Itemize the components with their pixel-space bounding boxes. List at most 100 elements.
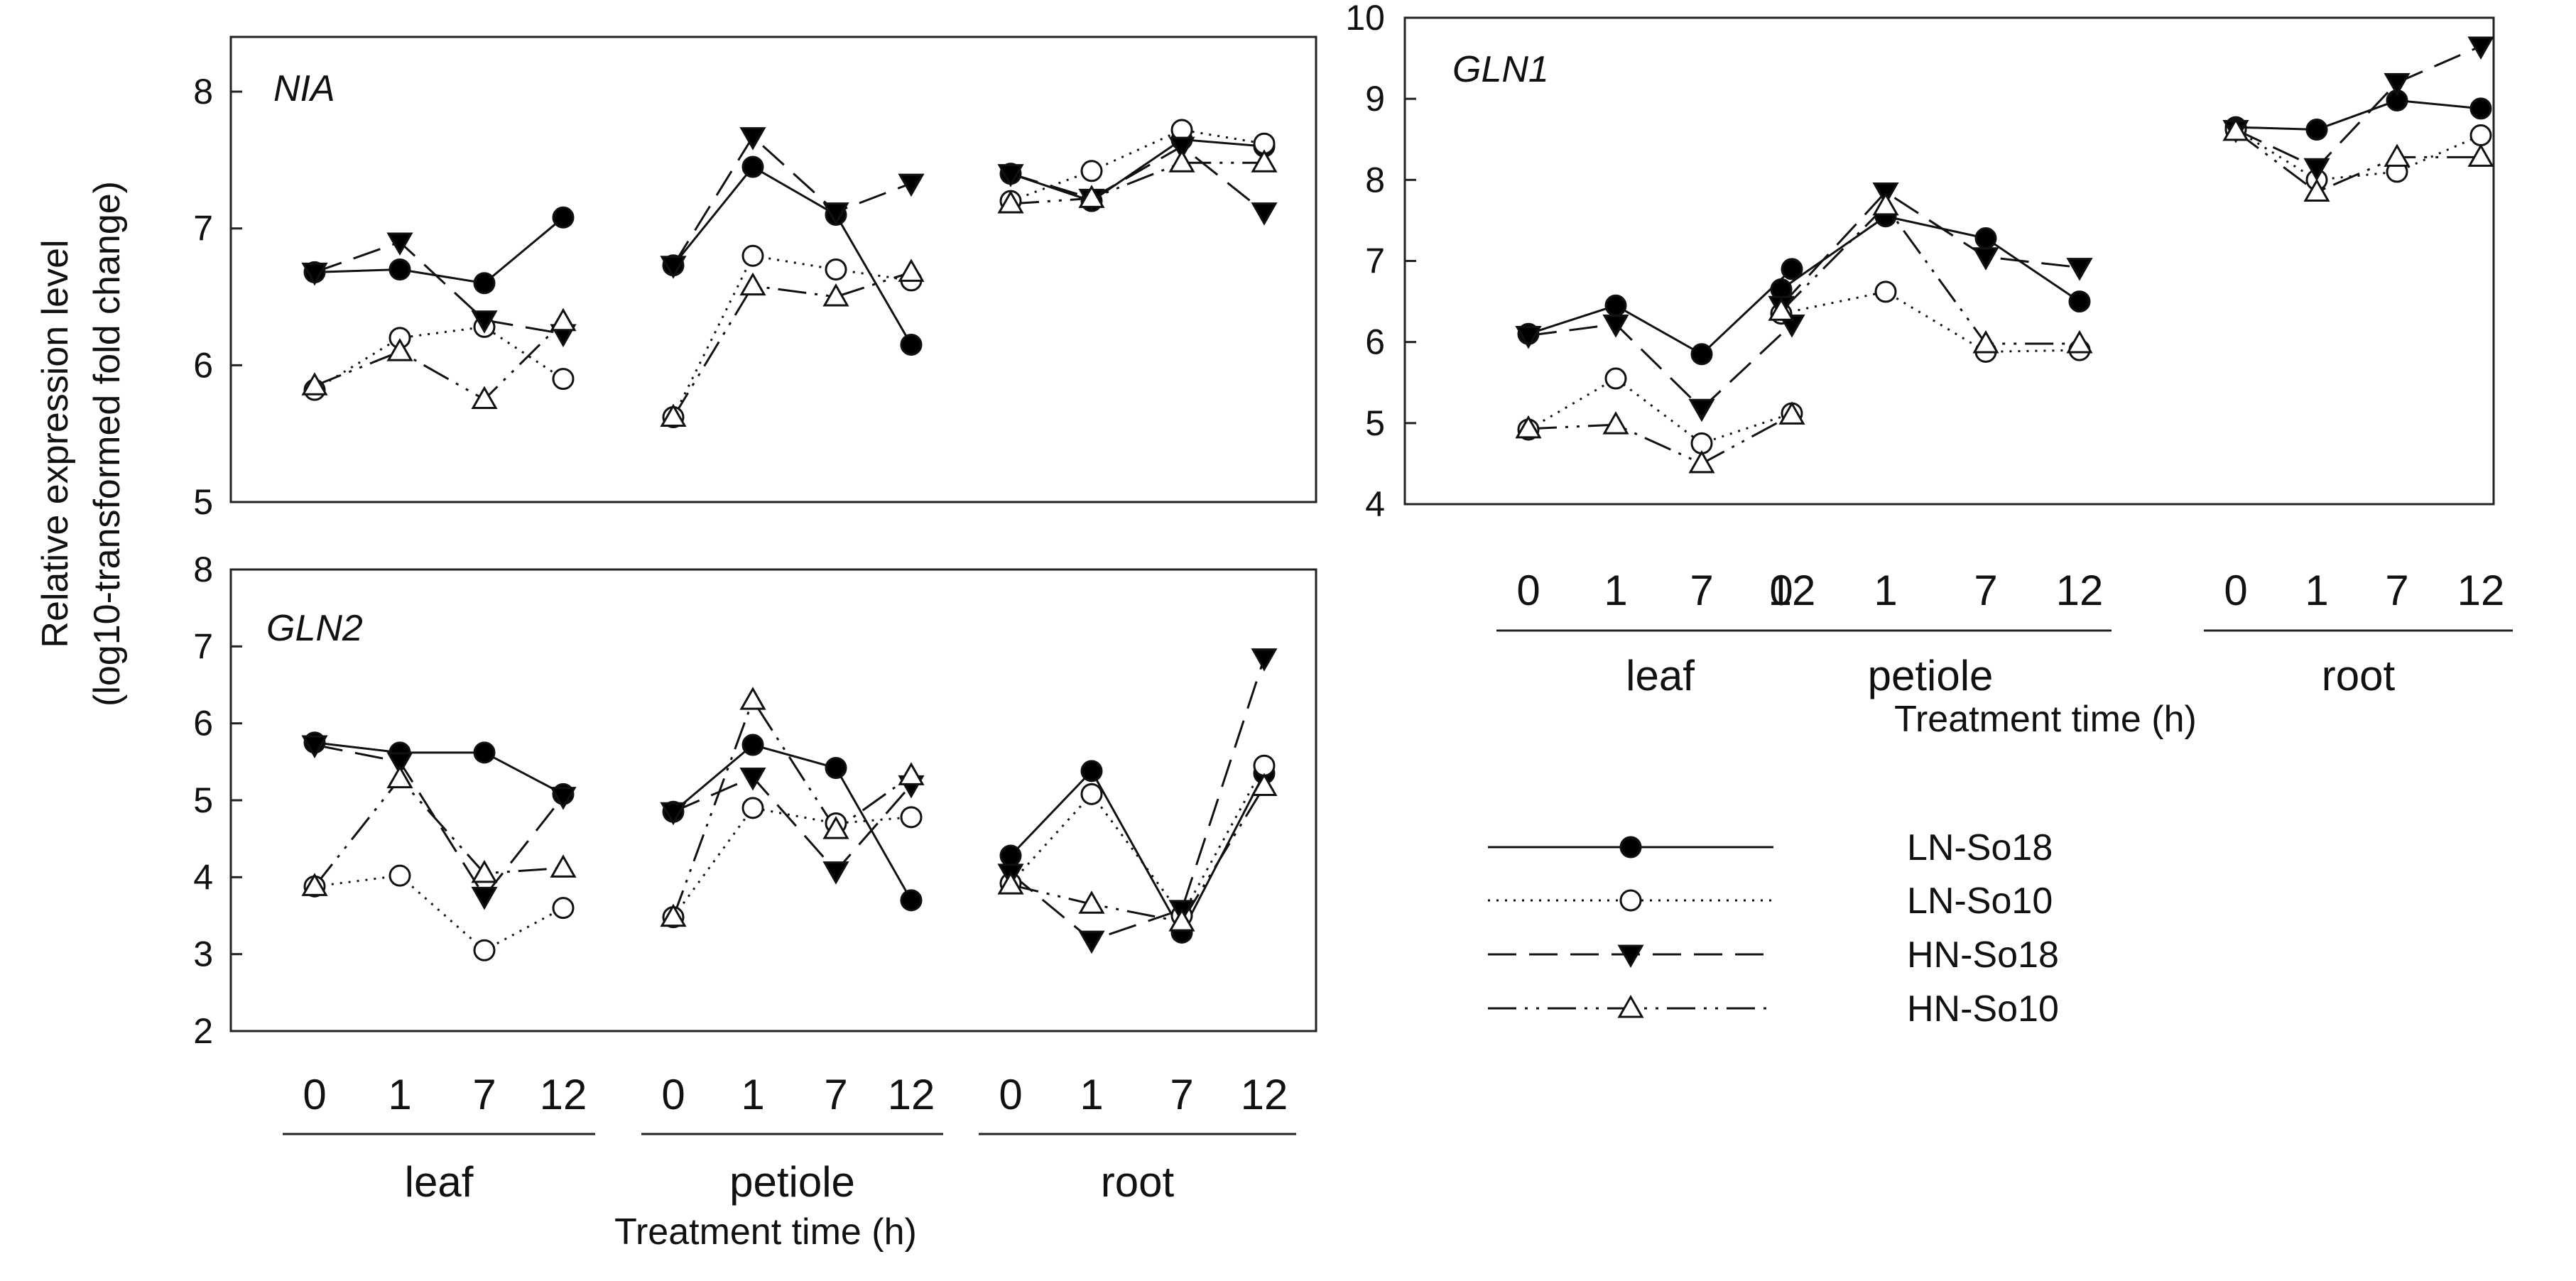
- data-point-hn-so10: [301, 372, 328, 396]
- series-line-hn-so18-root: [2235, 45, 2482, 170]
- group-label-root: root: [1101, 1158, 1175, 1206]
- data-point-hn-so10: [386, 338, 413, 361]
- panel-title-gln1: GLN1: [1452, 49, 1549, 90]
- legend-marker-ln-so10: [1619, 889, 1642, 912]
- data-point-ln-so18: [552, 206, 575, 229]
- data-point-ln-so10: [2469, 124, 2492, 147]
- y-tick-label: 7: [193, 209, 213, 249]
- legend-label: HN-So18: [1907, 934, 2059, 976]
- data-point-hn-so10: [1872, 192, 1899, 216]
- series-line-hn-so10-leaf: [314, 320, 565, 401]
- data-point-ln-so10: [741, 244, 764, 267]
- data-point-ln-so10: [1874, 280, 1897, 303]
- data-point-ln-so18: [388, 258, 411, 280]
- data-point-hn-so18: [1168, 136, 1195, 160]
- data-point-hn-so10: [1251, 773, 1278, 796]
- data-point-ln-so18: [900, 889, 923, 912]
- data-point-hn-so10: [660, 403, 687, 427]
- x-tick-label: 0: [303, 1071, 326, 1118]
- data-point-hn-so18: [660, 256, 687, 279]
- panel-gln1: GLN1 4 5 6 7 8 9 10 0 1 7 12 leaf 0 1 7 12 petiole 0 1 7 12 ro…: [1345, 0, 2513, 740]
- data-point-ln-so18: [741, 156, 764, 178]
- data-point-ln-so18: [900, 333, 923, 356]
- data-point-ln-so18: [741, 734, 764, 756]
- x-tick-label: 1: [388, 1071, 411, 1118]
- data-point-ln-so10: [388, 864, 411, 887]
- data-point-hn-so18: [386, 232, 413, 256]
- data-point-hn-so10: [2303, 178, 2330, 202]
- series-line-hn-so18-petiole: [672, 135, 912, 266]
- data-point-hn-so10: [1251, 149, 1278, 173]
- y-tick-label: 3: [193, 934, 213, 974]
- series-line-ln-so18-petiole: [1781, 215, 2080, 302]
- y-tick-label: 2: [193, 1011, 213, 1051]
- data-point-hn-so10: [997, 190, 1024, 214]
- data-point-hn-so10: [1168, 149, 1195, 173]
- y-tick-label: 8: [193, 550, 213, 589]
- x-tick-label: 1: [2305, 567, 2328, 614]
- data-point-ln-so18: [1974, 227, 1997, 250]
- data-point-hn-so18: [2066, 258, 2093, 281]
- data-point-hn-so18: [386, 752, 413, 775]
- series-line-hn-so10-petiole: [672, 697, 912, 918]
- y-tick-label: 5: [1365, 403, 1385, 443]
- group-label-petiole: petiole: [729, 1158, 855, 1206]
- data-point-hn-so10: [739, 687, 766, 710]
- series-line-hn-so10-leaf: [313, 777, 564, 888]
- plot-frame-gln1: [1403, 16, 2495, 506]
- data-point-ln-so10: [1253, 754, 1276, 777]
- series-line-hn-so10-petiole: [672, 271, 912, 418]
- x-tick-label: 7: [1170, 1071, 1193, 1118]
- series-line-ln-so18-root: [1010, 138, 1265, 202]
- data-point-ln-so18: [473, 272, 496, 295]
- series-line-hn-so10-leaf: [1528, 414, 1793, 465]
- x-tick-label: 12: [540, 1071, 587, 1118]
- data-point-hn-so18: [898, 173, 925, 197]
- data-point-hn-so10: [2066, 329, 2093, 354]
- data-point-hn-so18: [739, 768, 766, 791]
- x-tick-label: 1: [1874, 567, 1897, 614]
- data-point-ln-so18: [825, 757, 847, 779]
- y-tick-label: 7: [193, 626, 213, 666]
- series-line-hn-so10-petiole: [1780, 204, 2080, 345]
- x-tick-label: 12: [2457, 567, 2505, 614]
- series-line-ln-so18-petiole: [673, 743, 913, 901]
- x-tick-label: 7: [824, 1071, 847, 1118]
- legend-label: HN-So10: [1907, 988, 2059, 1030]
- data-point-hn-so10: [660, 903, 687, 927]
- y-tick-label: 5: [193, 780, 213, 820]
- series-line-hn-so18-root: [1010, 145, 1265, 213]
- series-line-hn-so10-root: [1010, 785, 1266, 923]
- data-point-hn-so10: [898, 258, 925, 282]
- data-point-ln-so18: [1781, 258, 1803, 280]
- y-axis-label-line2: (log10-transformed fold change): [87, 181, 128, 707]
- x-tick-label: 0: [2224, 567, 2247, 614]
- x-tick-label: 12: [1768, 567, 1816, 614]
- series-line-hn-so18-root: [1010, 658, 1266, 942]
- data-point-hn-so10: [1972, 329, 1999, 354]
- data-point-hn-so18: [1078, 930, 1105, 954]
- data-point-hn-so10: [386, 765, 413, 789]
- data-point-hn-so10: [1768, 298, 1795, 321]
- x-tick-label: 1: [741, 1071, 764, 1118]
- data-point-hn-so10: [2467, 143, 2494, 167]
- x-axis-label: Treatment time (h): [614, 1211, 917, 1253]
- legend-item-hn-so18: HN-So18: [1488, 934, 2059, 976]
- data-point-hn-so10: [1078, 185, 1105, 208]
- data-point-hn-so10: [822, 283, 849, 307]
- series-line-ln-so10-leaf: [1528, 377, 1793, 445]
- data-point-hn-so10: [1515, 415, 1542, 439]
- data-point-hn-so18: [2384, 72, 2411, 97]
- data-point-hn-so18: [1602, 315, 1629, 338]
- data-point-hn-so10: [1168, 908, 1195, 932]
- series-line-ln-so18-petiole: [672, 165, 913, 346]
- series-line-ln-so18-leaf: [1528, 268, 1793, 356]
- y-tick-label: 4: [1365, 484, 1385, 524]
- y-tick-label: 9: [1365, 79, 1385, 119]
- data-point-ln-so10: [552, 897, 575, 920]
- data-point-hn-so18: [1515, 326, 1542, 349]
- legend: LN-So18 LN-So10 HN-So18 HN-So10: [1488, 827, 2059, 1030]
- series-line-hn-so18-leaf: [1528, 322, 1793, 410]
- data-point-hn-so18: [822, 861, 849, 885]
